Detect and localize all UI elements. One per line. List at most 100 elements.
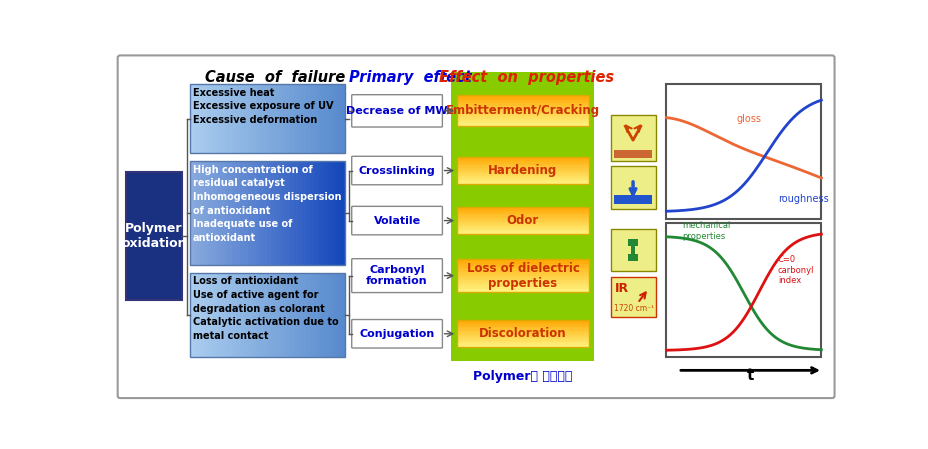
Bar [457, 161, 588, 163]
Bar [278, 84, 282, 153]
Bar [457, 223, 588, 224]
Bar [302, 273, 305, 357]
Bar [457, 98, 588, 100]
Bar [457, 286, 588, 287]
Bar [457, 282, 588, 284]
Bar [457, 108, 588, 109]
FancyBboxPatch shape [352, 320, 442, 348]
Bar [232, 84, 236, 153]
Bar [325, 161, 329, 265]
Bar [457, 216, 588, 218]
Bar [457, 332, 588, 334]
Text: Primary  effect: Primary effect [349, 70, 471, 85]
Bar [457, 224, 588, 226]
Text: Conjugation: Conjugation [359, 329, 434, 339]
Bar [216, 84, 221, 153]
Bar [457, 120, 588, 122]
Text: Loss of antioxidant
Use of active agent for
degradation as colorant
Catalytic ac: Loss of antioxidant Use of active agent … [193, 277, 338, 341]
Bar [457, 346, 588, 347]
Bar [457, 165, 588, 167]
Bar [457, 207, 588, 234]
Bar [457, 208, 588, 210]
Bar [457, 336, 588, 338]
Text: Cause  of  failure: Cause of failure [205, 70, 345, 85]
Bar [302, 84, 305, 153]
Bar [457, 321, 588, 323]
Bar [236, 161, 239, 265]
Bar [457, 268, 588, 269]
Bar [457, 119, 588, 120]
Bar [255, 84, 259, 153]
Bar [205, 84, 209, 153]
Bar [298, 161, 302, 265]
Bar [329, 84, 333, 153]
Bar [193, 84, 198, 153]
Bar [457, 260, 588, 292]
Bar [457, 167, 588, 168]
Bar [287, 84, 290, 153]
Text: C=0
carbonyl
index: C=0 carbonyl index [777, 255, 814, 285]
Bar [457, 157, 588, 158]
Bar [201, 84, 205, 153]
Bar [457, 326, 588, 327]
Bar [610, 166, 655, 209]
Bar [228, 273, 232, 357]
Bar [216, 273, 221, 357]
Bar [610, 114, 655, 161]
Bar [314, 84, 317, 153]
Bar [259, 84, 264, 153]
Bar [457, 215, 588, 216]
Bar [457, 157, 588, 184]
Bar [457, 211, 588, 212]
Bar [189, 84, 193, 153]
Bar [457, 340, 588, 342]
Bar [457, 125, 588, 126]
Bar [457, 342, 588, 343]
Bar [457, 97, 588, 98]
Bar [275, 273, 278, 357]
Bar [294, 161, 298, 265]
Bar [457, 109, 588, 111]
Bar [329, 273, 333, 357]
Bar [457, 214, 588, 215]
Bar [457, 264, 588, 266]
Bar [610, 229, 655, 271]
Bar [317, 84, 321, 153]
Bar [665, 84, 820, 219]
FancyBboxPatch shape [352, 156, 442, 185]
Bar [613, 195, 651, 204]
Bar [457, 344, 588, 346]
Bar [457, 269, 588, 271]
Bar [457, 339, 588, 340]
Bar [613, 150, 651, 158]
Bar [457, 274, 588, 276]
Bar [278, 161, 282, 265]
Bar [198, 161, 201, 265]
Bar [287, 161, 290, 265]
Bar [631, 246, 634, 254]
Bar [189, 273, 344, 357]
Bar [213, 273, 216, 357]
Bar [457, 277, 588, 279]
Bar [239, 84, 244, 153]
Text: Polymer의 열화현상: Polymer의 열화현상 [472, 370, 572, 383]
Bar [457, 181, 588, 183]
Bar [213, 161, 216, 265]
Bar [337, 273, 341, 357]
Bar [457, 279, 588, 281]
Bar [337, 161, 341, 265]
Bar [457, 180, 588, 181]
Bar [302, 161, 305, 265]
Bar [232, 161, 236, 265]
Text: Embitterment/Cracking: Embitterment/Cracking [445, 104, 599, 117]
Bar [209, 161, 213, 265]
Bar [282, 161, 287, 265]
Bar [287, 273, 290, 357]
Bar [236, 84, 239, 153]
Text: Excessive heat
Excessive exposure of UV
Excessive deformation: Excessive heat Excessive exposure of UV … [193, 88, 333, 125]
Bar [457, 212, 588, 214]
Bar [457, 260, 588, 261]
Bar [321, 161, 325, 265]
Text: Polymer
oxidation: Polymer oxidation [122, 222, 187, 250]
Text: gloss: gloss [735, 114, 760, 123]
